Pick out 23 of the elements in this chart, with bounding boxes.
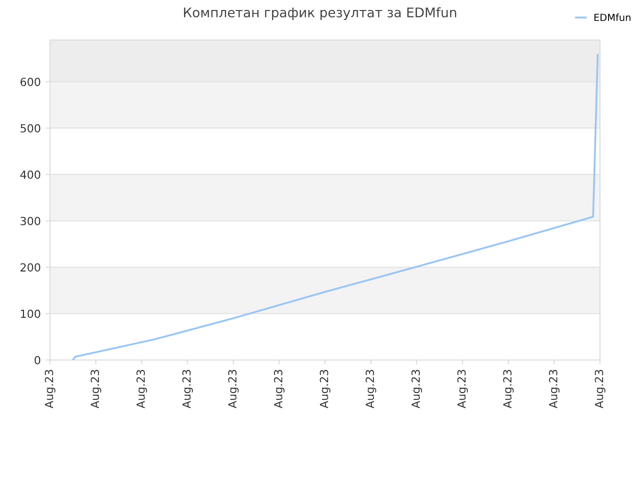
x-tick-label: Aug.23 — [136, 370, 148, 408]
x-tick-label: Aug.23 — [320, 370, 330, 408]
legend-label: EDMfun — [594, 14, 630, 22]
y-tick-label: 100 — [20, 310, 40, 318]
x-tick-label: Aug.23 — [90, 370, 102, 408]
line-series — [72, 54, 599, 360]
y-tick-label: 0 — [34, 356, 40, 364]
x-tick-label: Aug.23 — [44, 370, 56, 408]
chart-title: Комплетан график резултат за EDMfun — [184, 7, 456, 20]
y-tick-label: 600 — [20, 78, 40, 86]
y-tick-label: 500 — [20, 124, 40, 132]
y-tick-label: 400 — [20, 170, 40, 179]
x-tick-label: Aug.23 — [457, 370, 468, 408]
x-tick-label: Aug.23 — [228, 370, 239, 408]
x-tick-label: Aug.23 — [366, 370, 376, 408]
x-tick-label: Aug.23 — [503, 370, 514, 408]
y-tick-label: 200 — [20, 263, 40, 272]
x-tick-label: Aug.23 — [182, 370, 193, 408]
x-tick-label: Aug.23 — [411, 370, 422, 408]
y-tick-label: 300 — [20, 216, 40, 226]
x-tick-label: Aug.23 — [548, 370, 560, 408]
x-tick-label: Aug.23 — [594, 370, 606, 408]
x-tick-label: Aug.23 — [274, 370, 285, 408]
